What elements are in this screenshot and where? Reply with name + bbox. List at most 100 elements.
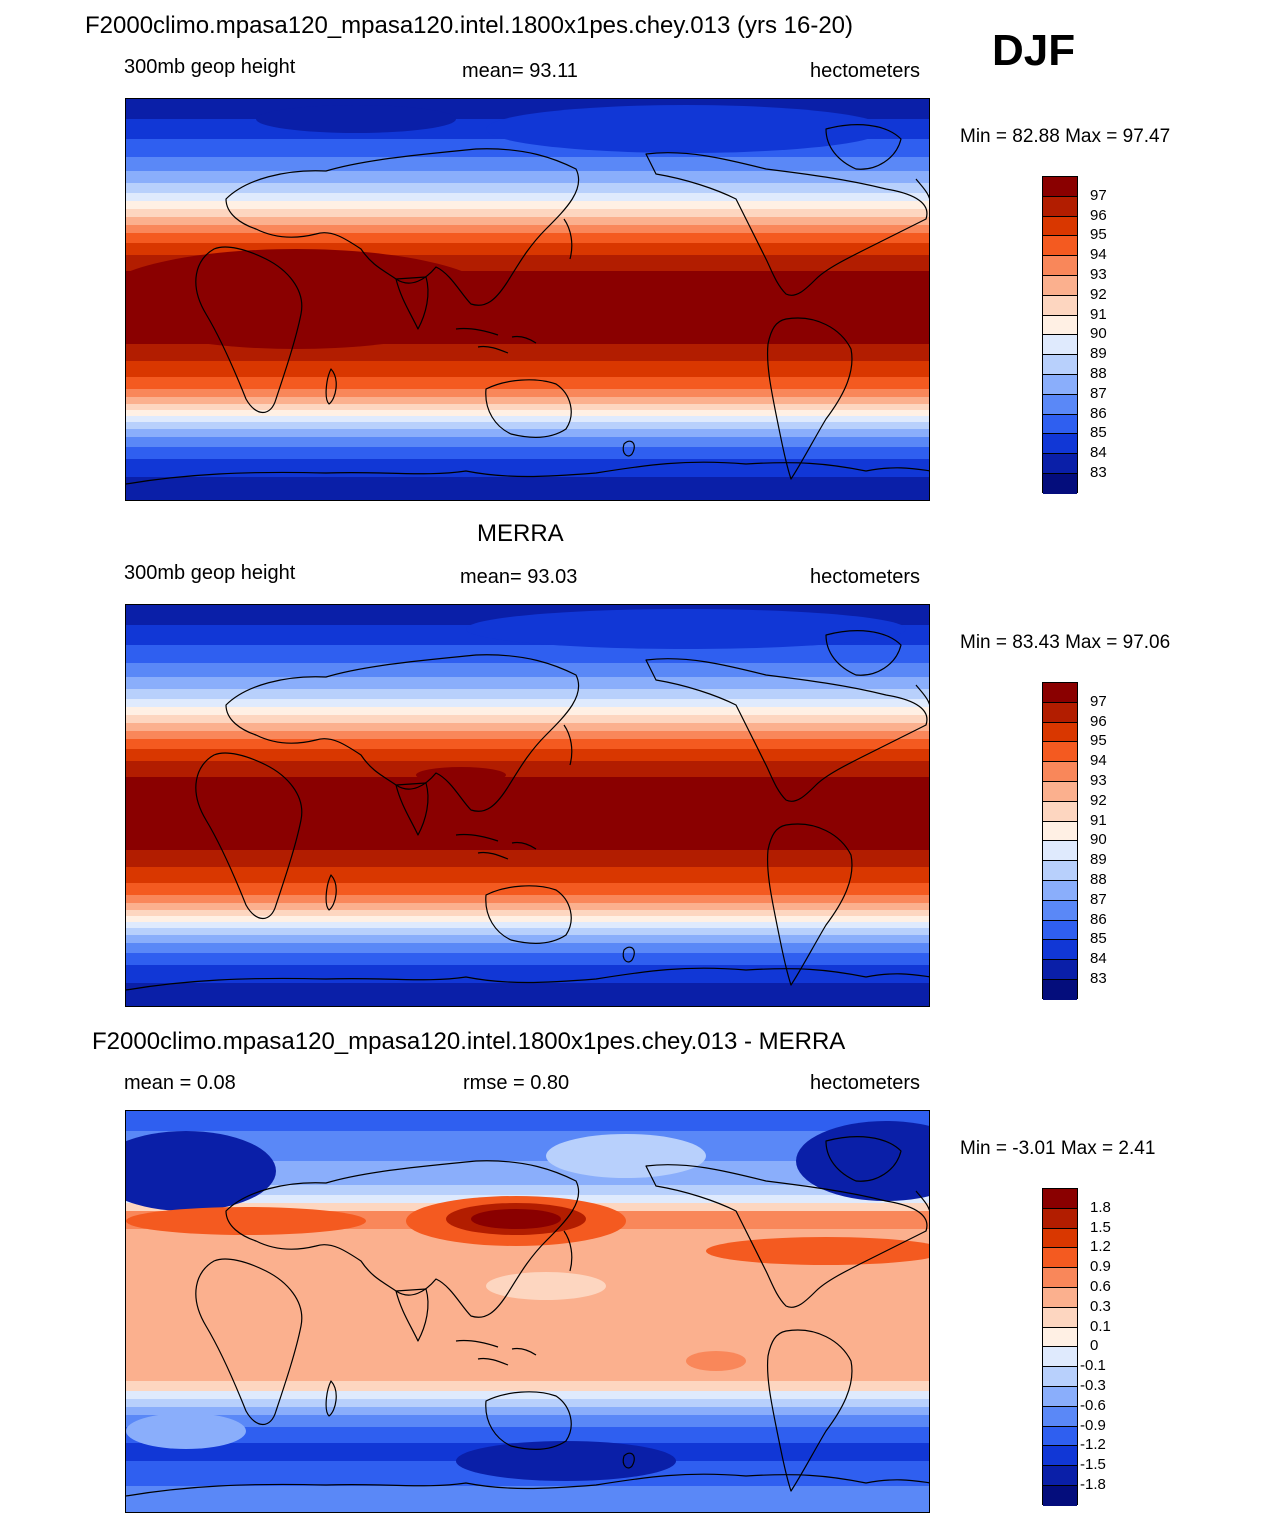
colorbar-swatch bbox=[1043, 1208, 1077, 1229]
panel-1-mean-label: mean= 93.11 bbox=[462, 60, 578, 82]
colorbar-tick-label: -1.2 bbox=[1080, 1436, 1106, 1454]
panel-3-minmax: Min = -3.01 Max = 2.41 bbox=[960, 1138, 1156, 1159]
colorbar-swatch bbox=[1043, 742, 1077, 763]
colorbar-tick-label: 93 bbox=[1090, 266, 1107, 283]
panel-1-map-svg bbox=[126, 99, 929, 500]
colorbar-swatch bbox=[1043, 1307, 1077, 1328]
panel-3-map bbox=[125, 1110, 930, 1513]
colorbar-swatch bbox=[1043, 414, 1077, 435]
colorbar-tick-label: -0.6 bbox=[1080, 1396, 1106, 1414]
colorbar-swatch bbox=[1043, 315, 1077, 336]
colorbar-swatch bbox=[1043, 900, 1077, 921]
colorbar-swatch bbox=[1043, 473, 1077, 494]
colorbar-tick-label: 87 bbox=[1090, 384, 1107, 402]
colorbar-tick-label: -0.1 bbox=[1080, 1357, 1106, 1375]
panel-2-units-label: hectometers bbox=[810, 566, 921, 588]
colorbar-tick-label: 91 bbox=[1090, 305, 1107, 323]
panel-2-minmax: Min = 83.43 Max = 97.06 bbox=[960, 632, 1171, 653]
panel-2-map-svg bbox=[126, 605, 929, 1006]
colorbar-tick-label: 85 bbox=[1090, 930, 1107, 948]
colorbar-swatch bbox=[1043, 801, 1077, 822]
colorbar-swatch bbox=[1043, 1406, 1077, 1427]
colorbar-swatch bbox=[1043, 216, 1077, 237]
panel-1-map bbox=[125, 98, 930, 501]
colorbar-tick-label: 88 bbox=[1090, 871, 1107, 888]
colorbar-tick-label: 0.1 bbox=[1090, 1317, 1111, 1335]
colorbar-tick-label: 90 bbox=[1090, 831, 1107, 849]
panel-3-map-svg bbox=[126, 1111, 929, 1512]
colorbar-tick-label: 83 bbox=[1090, 970, 1107, 987]
panel-1-title: F2000climo.mpasa120_mpasa120.intel.1800x… bbox=[85, 12, 854, 39]
colorbar-tick-label: -0.9 bbox=[1080, 1416, 1106, 1434]
colorbar-tick-label: 97 bbox=[1090, 692, 1107, 710]
colorbar-tick-label: -0.3 bbox=[1080, 1377, 1106, 1394]
colorbar-swatch bbox=[1043, 1189, 1077, 1209]
colorbar-tick-label: 87 bbox=[1090, 890, 1107, 908]
colorbar-tick-label: 84 bbox=[1090, 444, 1107, 462]
colorbar-swatch bbox=[1043, 1248, 1077, 1269]
colorbar-tick-label: 1.5 bbox=[1090, 1218, 1111, 1236]
colorbar-tick-label: 1.8 bbox=[1090, 1198, 1111, 1216]
colorbar-swatch bbox=[1043, 920, 1077, 941]
colorbar-tick-label: 88 bbox=[1090, 365, 1107, 382]
colorbar-swatch bbox=[1043, 1347, 1077, 1368]
colorbar-tick-label: 91 bbox=[1090, 811, 1107, 829]
panel-1-colorbar bbox=[1042, 176, 1078, 494]
colorbar-tick-label: 93 bbox=[1090, 772, 1107, 789]
colorbar-swatch bbox=[1043, 1367, 1077, 1387]
colorbar-tick-label: 89 bbox=[1090, 345, 1107, 363]
colorbar-tick-label: 92 bbox=[1090, 285, 1107, 303]
colorbar-tick-label: 86 bbox=[1090, 404, 1107, 422]
colorbar-swatch bbox=[1043, 295, 1077, 316]
colorbar-swatch bbox=[1043, 275, 1077, 296]
colorbar-swatch bbox=[1043, 434, 1077, 455]
panel-1-units-label: hectometers bbox=[810, 60, 921, 82]
colorbar-tick-label: 95 bbox=[1090, 732, 1107, 750]
colorbar-tick-label: 97 bbox=[1090, 186, 1107, 204]
colorbar-swatch bbox=[1043, 454, 1077, 474]
colorbar-swatch bbox=[1043, 1386, 1077, 1407]
colorbar-swatch bbox=[1043, 1287, 1077, 1308]
colorbar-swatch bbox=[1043, 1466, 1077, 1486]
colorbar-tick-label: 92 bbox=[1090, 791, 1107, 809]
panel-2-variable-label: 300mb geop height bbox=[124, 562, 296, 584]
colorbar-swatch bbox=[1043, 335, 1077, 356]
colorbar-swatch bbox=[1043, 960, 1077, 980]
panel-3-mean-label: mean = 0.08 bbox=[124, 1072, 236, 1094]
colorbar-swatch bbox=[1043, 821, 1077, 842]
colorbar-tick-label: 95 bbox=[1090, 226, 1107, 244]
colorbar-swatch bbox=[1043, 1268, 1077, 1288]
colorbar-swatch bbox=[1043, 841, 1077, 862]
panel-2-title: MERRA bbox=[477, 520, 564, 547]
colorbar-tick-label: 83 bbox=[1090, 464, 1107, 481]
panel-3-rmse-label: rmse = 0.80 bbox=[463, 1072, 570, 1094]
colorbar-tick-label: 85 bbox=[1090, 424, 1107, 442]
colorbar-tick-label: 96 bbox=[1090, 206, 1107, 224]
colorbar-swatch bbox=[1043, 1426, 1077, 1447]
colorbar-tick-label: 89 bbox=[1090, 851, 1107, 869]
colorbar-tick-label: 94 bbox=[1090, 752, 1107, 770]
colorbar-swatch bbox=[1043, 880, 1077, 901]
colorbar-swatch bbox=[1043, 683, 1077, 703]
colorbar-tick-label: -1.8 bbox=[1080, 1476, 1106, 1493]
colorbar-swatch bbox=[1043, 940, 1077, 961]
colorbar-swatch bbox=[1043, 394, 1077, 415]
colorbar-tick-label: 86 bbox=[1090, 910, 1107, 928]
colorbar-tick-label: 1.2 bbox=[1090, 1238, 1111, 1256]
panel-2-map bbox=[125, 604, 930, 1007]
colorbar-tick-label: -1.5 bbox=[1080, 1456, 1106, 1474]
panel-1-variable-label: 300mb geop height bbox=[124, 56, 296, 78]
colorbar-tick-label: 0.6 bbox=[1090, 1278, 1111, 1295]
colorbar-tick-label: 0 bbox=[1090, 1337, 1099, 1355]
colorbar-swatch bbox=[1043, 177, 1077, 197]
colorbar-swatch bbox=[1043, 979, 1077, 1000]
season-label: DJF bbox=[992, 26, 1076, 75]
colorbar-tick-label: 94 bbox=[1090, 246, 1107, 264]
colorbar-tick-label: 84 bbox=[1090, 950, 1107, 968]
colorbar-swatch bbox=[1043, 355, 1077, 375]
colorbar-swatch bbox=[1043, 1446, 1077, 1467]
colorbar-swatch bbox=[1043, 256, 1077, 276]
colorbar-swatch bbox=[1043, 1327, 1077, 1348]
panel-3-units-label: hectometers bbox=[810, 1072, 921, 1094]
colorbar-swatch bbox=[1043, 861, 1077, 881]
